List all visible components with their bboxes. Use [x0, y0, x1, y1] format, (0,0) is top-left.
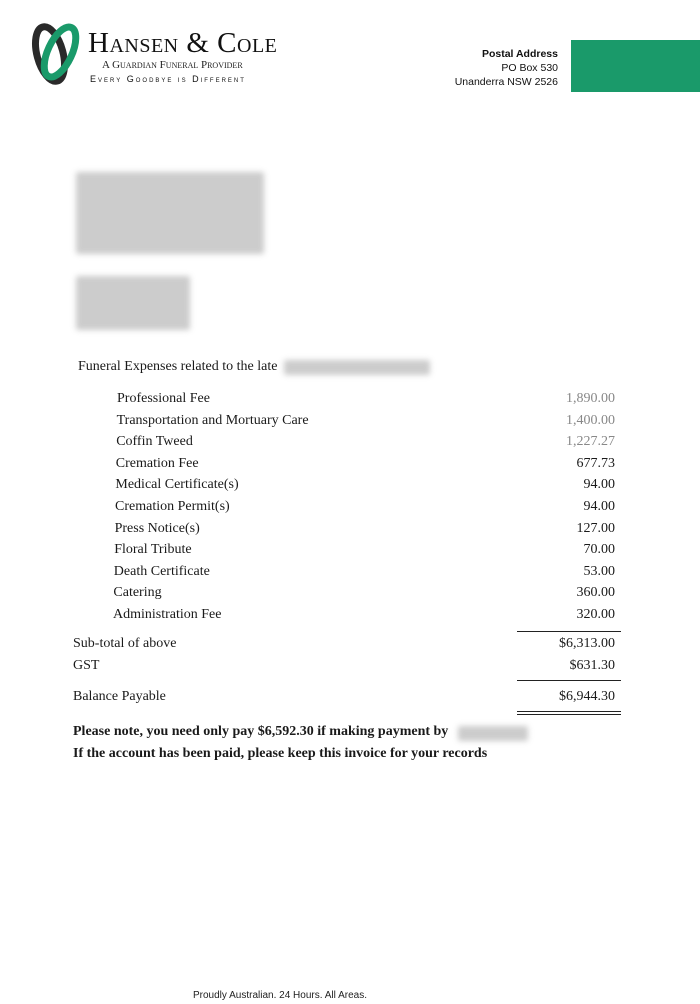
- item-amount: 127.00: [576, 520, 616, 536]
- balance-amount: $6,944.30: [559, 689, 615, 704]
- subtotal-amount: $6,313.00: [559, 636, 615, 651]
- gst-rule: [517, 680, 621, 681]
- balance-label: Balance Payable: [73, 689, 166, 704]
- item-amount: 94.00: [583, 499, 616, 514]
- item-label: Administration Fee: [113, 607, 222, 622]
- tagline: Every Goodbye is Different: [90, 74, 246, 84]
- item-label: Transportation and Mortuary Care: [116, 412, 309, 428]
- postal-line2: Unanderra NSW 2526: [454, 76, 558, 88]
- item-amount: 70.00: [583, 542, 616, 558]
- item-label: Cremation Fee: [115, 455, 199, 471]
- item-label: Cremation Permit(s): [115, 499, 230, 514]
- intro-text: Funeral Expenses related to the late: [78, 359, 278, 374]
- gst-label: GST: [73, 658, 100, 673]
- gst-amount: $631.30: [569, 658, 616, 673]
- item-amount: 677.73: [576, 455, 616, 471]
- paid-note: If the account has been paid, please kee…: [73, 746, 488, 761]
- item-label: Professional Fee: [117, 391, 210, 406]
- subtotal-label: Sub-total of above: [73, 636, 177, 651]
- balance-double-rule: [517, 711, 621, 715]
- footer-text: Proudly Australian. 24 Hours. All Areas.: [193, 990, 367, 1001]
- item-amount: 1,227.27: [566, 434, 615, 450]
- item-label: Floral Tribute: [114, 542, 192, 558]
- item-label: Press Notice(s): [114, 520, 200, 536]
- item-label: Catering: [113, 585, 162, 601]
- postal-address: Postal Address PO Box 530 Unanderra NSW …: [455, 47, 558, 89]
- brand-name: Hansen & Cole: [88, 27, 278, 59]
- early-payment-note: Please note, you need only pay $6,592.30…: [73, 724, 449, 739]
- item-amount: 1,400.00: [566, 412, 615, 428]
- subtotal-rule: [517, 631, 621, 632]
- item-amount: 360.00: [576, 585, 616, 601]
- brand-subtitle: A Guardian Funeral Provider: [102, 59, 243, 71]
- postal-label: Postal Address: [481, 48, 558, 60]
- postal-line1: PO Box 530: [501, 62, 558, 74]
- item-amount: 53.00: [583, 563, 616, 579]
- redacted-date: [458, 726, 528, 741]
- item-amount: 320.00: [576, 607, 616, 622]
- item-amount: 1,890.00: [566, 391, 615, 406]
- company-logo: [30, 18, 80, 86]
- item-label: Coffin Tweed: [116, 434, 193, 450]
- item-amount: 94.00: [583, 477, 616, 493]
- item-label: Medical Certificate(s): [115, 477, 239, 493]
- item-label: Death Certificate: [113, 563, 210, 579]
- redacted-address-block: [76, 172, 264, 254]
- redacted-recipient-block: [76, 276, 190, 330]
- redacted-green-block: [571, 40, 700, 92]
- redacted-deceased-name: [284, 360, 430, 375]
